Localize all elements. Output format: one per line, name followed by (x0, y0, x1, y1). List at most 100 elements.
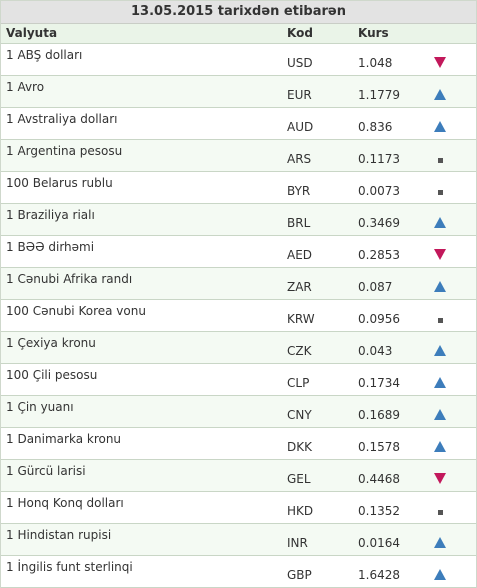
unchanged-icon (433, 150, 449, 166)
trend-shape (434, 569, 446, 580)
currency-code: AED (287, 248, 313, 262)
currency-name: 1 Argentina pesosu (6, 144, 123, 158)
table-row: 100 Belarus rublu BYR 0.0073 (1, 172, 476, 204)
currency-name: 1 Çin yuanı (6, 400, 74, 414)
trend-shape (434, 345, 446, 356)
unchanged-icon (433, 502, 449, 518)
currency-name: 1 Çexiya kronu (6, 336, 96, 350)
currency-code: CNY (287, 408, 312, 422)
table-row: 1 Hindistan rupisi INR 0.0164 (1, 524, 476, 556)
currency-name: 1 Avstraliya dolları (6, 112, 118, 126)
currency-code: ARS (287, 152, 312, 166)
currency-code: BYR (287, 184, 311, 198)
currency-name: 1 Gürcü larisi (6, 464, 86, 478)
currency-rate: 0.087 (358, 280, 393, 294)
trend-shape (434, 249, 446, 260)
table-row: 1 Avstraliya dolları AUD 0.836 (1, 108, 476, 140)
table-row: 1 ABŞ dolları USD 1.048 (1, 44, 476, 76)
arrow-up-icon (433, 438, 449, 454)
arrow-down-icon (433, 54, 449, 70)
trend-shape (434, 441, 446, 452)
table-header: Valyuta Kod Kurs (1, 24, 476, 44)
arrow-up-icon (433, 118, 449, 134)
table-row: 1 Gürcü larisi GEL 0.4468 (1, 460, 476, 492)
currency-rate: 0.1352 (358, 504, 400, 518)
trend-shape (434, 377, 446, 388)
currency-rate: 1.6428 (358, 568, 400, 582)
arrow-up-icon (433, 374, 449, 390)
table-row: 1 Çexiya kronu CZK 0.043 (1, 332, 476, 364)
currency-code: CLP (287, 376, 310, 390)
currency-name: 1 Hindistan rupisi (6, 528, 112, 542)
currency-name: 100 Cənubi Korea vonu (6, 304, 146, 318)
trend-shape (438, 318, 443, 323)
arrow-up-icon (433, 342, 449, 358)
currency-name: 1 Cənubi Afrika randı (6, 272, 133, 286)
currency-code: EUR (287, 88, 312, 102)
arrow-down-icon (433, 246, 449, 262)
currency-rate: 0.836 (358, 120, 393, 134)
arrow-up-icon (433, 214, 449, 230)
table-row: 1 İngilis funt sterlinqi GBP 1.6428 (1, 556, 476, 588)
currency-rate: 0.0073 (358, 184, 400, 198)
currency-code: ZAR (287, 280, 312, 294)
header-code: Kod (287, 26, 313, 40)
table-row: 1 BƏƏ dirhəmi AED 0.2853 (1, 236, 476, 268)
arrow-up-icon (433, 406, 449, 422)
currency-code: GBP (287, 568, 312, 582)
currency-name: 1 Braziliya rialı (6, 208, 95, 222)
currency-name: 1 İngilis funt sterlinqi (6, 560, 133, 574)
table-row: 1 Çin yuanı CNY 0.1689 (1, 396, 476, 428)
trend-shape (434, 473, 446, 484)
trend-shape (434, 281, 446, 292)
unchanged-icon (433, 182, 449, 198)
arrow-up-icon (433, 278, 449, 294)
trend-shape (434, 121, 446, 132)
trend-shape (438, 158, 443, 163)
table-row: 1 Argentina pesosu ARS 0.1173 (1, 140, 476, 172)
currency-rate: 0.1173 (358, 152, 400, 166)
table-row: 1 Avro EUR 1.1779 (1, 76, 476, 108)
table-row: 1 Braziliya rialı BRL 0.3469 (1, 204, 476, 236)
currency-code: USD (287, 56, 313, 70)
currency-code: HKD (287, 504, 314, 518)
currency-code: CZK (287, 344, 312, 358)
currency-rate: 1.048 (358, 56, 393, 70)
trend-shape (434, 89, 446, 100)
currency-name: 100 Belarus rublu (6, 176, 113, 190)
currency-rate: 0.1689 (358, 408, 400, 422)
currency-name: 1 Danimarka kronu (6, 432, 122, 446)
trend-shape (434, 57, 446, 68)
trend-shape (434, 409, 446, 420)
currency-code: GEL (287, 472, 311, 486)
currency-name: 1 BƏƏ dirhəmi (6, 240, 95, 254)
table-row: 100 Cənubi Korea vonu KRW 0.0956 (1, 300, 476, 332)
table-row: 100 Çili pesosu CLP 0.1734 (1, 364, 476, 396)
currency-code: KRW (287, 312, 315, 326)
currency-rate: 0.0164 (358, 536, 400, 550)
arrow-up-icon (433, 86, 449, 102)
unchanged-icon (433, 310, 449, 326)
arrow-up-icon (433, 534, 449, 550)
currency-code: INR (287, 536, 308, 550)
currency-rate: 0.3469 (358, 216, 400, 230)
table-row: 1 Cənubi Afrika randı ZAR 0.087 (1, 268, 476, 300)
trend-shape (438, 190, 443, 195)
header-currency: Valyuta (6, 26, 58, 40)
currency-name: 1 Avro (6, 80, 45, 94)
currency-name: 1 Honq Konq dolları (6, 496, 124, 510)
trend-shape (434, 537, 446, 548)
currency-rate: 0.4468 (358, 472, 400, 486)
header-rate: Kurs (358, 26, 389, 40)
table-title: 13.05.2015 tarixdən etibarən (1, 1, 476, 24)
currency-rate: 1.1779 (358, 88, 400, 102)
trend-shape (438, 510, 443, 515)
currency-rate: 0.2853 (358, 248, 400, 262)
table-row: 1 Danimarka kronu DKK 0.1578 (1, 428, 476, 460)
table-row: 1 Honq Konq dolları HKD 0.1352 (1, 492, 476, 524)
currency-rate: 0.1578 (358, 440, 400, 454)
currency-rate: 0.043 (358, 344, 393, 358)
currency-name: 100 Çili pesosu (6, 368, 98, 382)
arrow-up-icon (433, 566, 449, 582)
